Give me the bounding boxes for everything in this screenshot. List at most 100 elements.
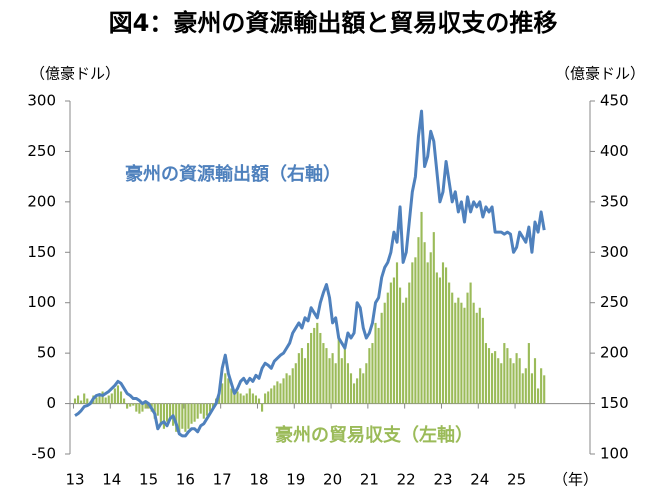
bar (135, 403, 138, 412)
bar (426, 262, 429, 404)
bar (227, 378, 230, 404)
bar (184, 403, 187, 432)
x-tick-label: 24 (470, 471, 489, 489)
y-tick-label: 50 (37, 344, 56, 362)
bar (463, 307, 466, 404)
bar (484, 343, 488, 404)
y-tick-label: 150 (27, 243, 56, 261)
y-tick-label: 200 (27, 192, 56, 210)
bar (334, 363, 337, 404)
bar (83, 393, 86, 404)
bar (386, 292, 389, 404)
bar (441, 262, 445, 404)
bar (405, 297, 408, 404)
bar (444, 267, 448, 404)
bar (168, 403, 172, 419)
x-tick-label: 20 (323, 471, 342, 489)
bar (233, 393, 236, 404)
bar (267, 391, 270, 404)
y-tick-label: 100 (27, 293, 56, 311)
x-tick-label: 16 (176, 471, 195, 489)
bar (346, 363, 350, 404)
bar (76, 395, 80, 404)
x-tick-label: 25 (507, 471, 526, 489)
bar (297, 353, 300, 404)
bar (527, 343, 530, 404)
bar (104, 397, 107, 404)
bar (466, 292, 469, 404)
bar (95, 397, 98, 404)
x-tick-label: 21 (360, 471, 379, 489)
bar (389, 282, 392, 404)
bar (533, 358, 537, 404)
bar (337, 338, 340, 404)
x-tick-label: 17 (213, 471, 232, 489)
bar (420, 211, 423, 404)
bar (73, 398, 77, 404)
series-label: 豪州の貿易収支（左軸） (275, 424, 473, 446)
bar (205, 403, 208, 416)
bar (156, 403, 159, 416)
bar (371, 343, 374, 404)
bar (306, 343, 310, 404)
bar (141, 403, 144, 412)
bar (260, 403, 264, 412)
bar (383, 302, 386, 404)
bar (543, 375, 546, 404)
bar (80, 400, 83, 404)
bar (107, 395, 110, 404)
bar (236, 391, 239, 404)
bar (374, 322, 377, 404)
bar (187, 403, 190, 429)
bar (432, 232, 435, 404)
x-axis-label: （年） (553, 471, 598, 489)
bar (469, 282, 472, 404)
bar (129, 403, 132, 407)
bar (193, 403, 196, 422)
bar (377, 327, 380, 404)
x-tick-label: 19 (286, 471, 305, 489)
bar (113, 388, 116, 404)
bar (500, 363, 503, 404)
bar (518, 358, 521, 404)
bar (303, 358, 307, 404)
bar (340, 358, 343, 404)
y2-tick-label: 200 (600, 344, 629, 362)
x-tick-label: 15 (139, 471, 158, 489)
bar (313, 327, 316, 404)
bar (310, 332, 313, 404)
x-tick-label: 14 (102, 471, 121, 489)
bar (521, 373, 524, 404)
bar (175, 403, 178, 432)
bar (144, 403, 147, 409)
y-tick-label: 300 (27, 92, 56, 110)
bar (509, 358, 512, 404)
y2-tick-label: 150 (600, 394, 629, 412)
bar (162, 403, 166, 429)
bar (328, 358, 331, 404)
bar (101, 391, 104, 404)
bar (451, 292, 454, 404)
bar (208, 403, 212, 412)
bar (481, 317, 484, 404)
bar (126, 403, 129, 409)
y-tick-label: 0 (46, 394, 56, 412)
bar (230, 388, 233, 404)
y-axis-label: （億豪ドル） (30, 65, 120, 83)
bar (411, 262, 414, 404)
bar (224, 373, 227, 404)
y2-tick-label: 250 (600, 293, 629, 311)
bar (398, 287, 402, 404)
bar (276, 381, 279, 404)
bar (245, 393, 248, 404)
y2-tick-label: 400 (600, 142, 629, 160)
bar (448, 282, 451, 404)
bar (325, 348, 328, 404)
bar (503, 343, 506, 404)
bar (457, 297, 460, 404)
y2-tick-label: 300 (600, 243, 629, 261)
bar (282, 378, 285, 404)
chart-title: 図4：豪州の資源輸出額と貿易収支の推移 (109, 9, 558, 37)
bar (331, 353, 334, 404)
